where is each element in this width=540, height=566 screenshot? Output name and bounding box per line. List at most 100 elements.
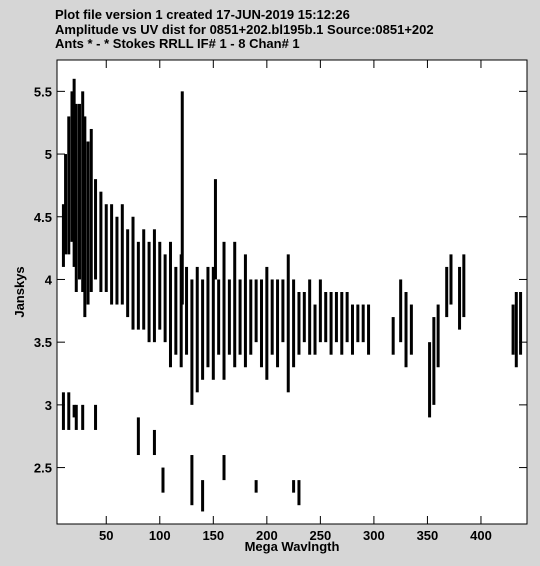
data-cluster	[519, 292, 523, 355]
data-cluster	[120, 204, 124, 305]
data-cluster	[115, 216, 119, 305]
data-cluster	[462, 254, 466, 318]
data-cluster	[217, 279, 221, 355]
data-cluster	[233, 241, 237, 368]
data-cluster	[318, 279, 322, 343]
data-cluster	[70, 91, 74, 242]
x-tick-label: 150	[202, 528, 224, 543]
data-cluster	[131, 216, 135, 330]
data-cluster	[158, 241, 162, 330]
data-cluster	[77, 103, 81, 280]
data-cluster	[180, 91, 184, 305]
y-tick-label: 5.5	[34, 84, 52, 99]
data-cluster	[206, 266, 210, 368]
data-cluster	[329, 292, 333, 355]
data-cluster	[89, 128, 93, 292]
data-cluster	[449, 254, 453, 305]
data-cluster	[142, 229, 146, 330]
data-cluster	[292, 480, 296, 493]
data-cluster	[94, 404, 98, 430]
data-cluster	[404, 292, 408, 368]
data-cluster	[292, 279, 296, 368]
data-cluster	[74, 404, 78, 430]
data-cluster	[185, 266, 189, 355]
data-cluster	[259, 279, 263, 368]
data-cluster	[308, 279, 312, 355]
data-cluster	[72, 78, 76, 267]
y-tick-label: 4.5	[34, 210, 52, 225]
data-cluster	[356, 304, 360, 343]
data-cluster	[110, 204, 114, 305]
x-tick-label: 350	[417, 528, 439, 543]
data-cluster	[61, 392, 65, 430]
data-cluster	[168, 241, 172, 368]
data-cluster	[201, 279, 205, 380]
data-cluster	[67, 392, 71, 430]
data-cluster	[190, 279, 194, 405]
x-tick-label: 100	[149, 528, 171, 543]
data-cluster	[136, 241, 140, 330]
data-cluster	[126, 229, 130, 318]
data-cluster	[152, 229, 156, 343]
data-cluster	[345, 292, 349, 343]
title-line: Amplitude vs UV dist for 0851+202.bl195b…	[55, 22, 434, 37]
data-cluster	[136, 417, 140, 456]
y-axis-label: Janskys	[12, 266, 27, 317]
data-cluster	[179, 254, 183, 368]
data-cluster	[201, 480, 205, 512]
data-cluster	[152, 429, 156, 456]
data-cluster	[174, 266, 178, 355]
data-cluster	[286, 254, 290, 393]
data-cluster	[83, 116, 87, 318]
data-cluster	[297, 292, 301, 355]
data-cluster	[163, 254, 167, 343]
data-cluster	[104, 204, 108, 292]
data-cluster	[211, 266, 215, 380]
x-tick-label: 400	[470, 528, 492, 543]
data-cluster	[391, 317, 395, 355]
data-cluster	[81, 91, 85, 292]
data-cluster	[297, 480, 301, 506]
y-tick-label: 5	[45, 147, 52, 162]
data-cluster	[81, 404, 85, 430]
data-cluster	[213, 179, 217, 280]
title-line: Plot file version 1 created 17-JUN-2019 …	[55, 7, 350, 22]
data-cluster	[67, 116, 71, 255]
data-cluster	[270, 279, 274, 355]
x-tick-label: 300	[363, 528, 385, 543]
plot-frame	[56, 59, 528, 525]
data-cluster	[72, 404, 76, 418]
y-tick-label: 3	[45, 398, 52, 413]
data-cluster	[161, 467, 165, 493]
data-cluster	[281, 279, 285, 343]
x-axis-label: Mega Wavlngth	[245, 539, 340, 554]
y-tick-label: 2.5	[34, 461, 52, 476]
x-tick-label: 250	[310, 528, 332, 543]
data-cluster	[409, 304, 413, 355]
data-cluster	[399, 279, 403, 343]
data-cluster	[64, 154, 68, 255]
title-line: Ants * - * Stokes RRLL IF# 1 - 8 Chan# 1	[55, 36, 300, 51]
data-cluster	[432, 317, 436, 405]
data-cluster	[514, 292, 518, 368]
data-cluster	[195, 266, 199, 393]
data-cluster	[86, 141, 90, 305]
data-cluster	[276, 279, 280, 368]
data-cluster	[313, 304, 317, 355]
data-cluster	[340, 292, 344, 355]
x-tick-label: 50	[99, 528, 113, 543]
data-cluster	[265, 266, 269, 380]
data-cluster	[428, 342, 432, 418]
data-cluster	[94, 179, 98, 280]
data-cluster	[254, 480, 258, 493]
data-cluster	[99, 191, 103, 292]
data-cluster	[238, 279, 242, 355]
data-cluster	[190, 455, 194, 506]
data-cluster	[334, 292, 338, 343]
data-cluster	[458, 266, 462, 330]
data-cluster	[222, 241, 226, 380]
data-cluster	[361, 304, 365, 343]
data-cluster	[445, 266, 449, 318]
data-cluster	[436, 304, 440, 368]
data-cluster	[350, 304, 354, 355]
